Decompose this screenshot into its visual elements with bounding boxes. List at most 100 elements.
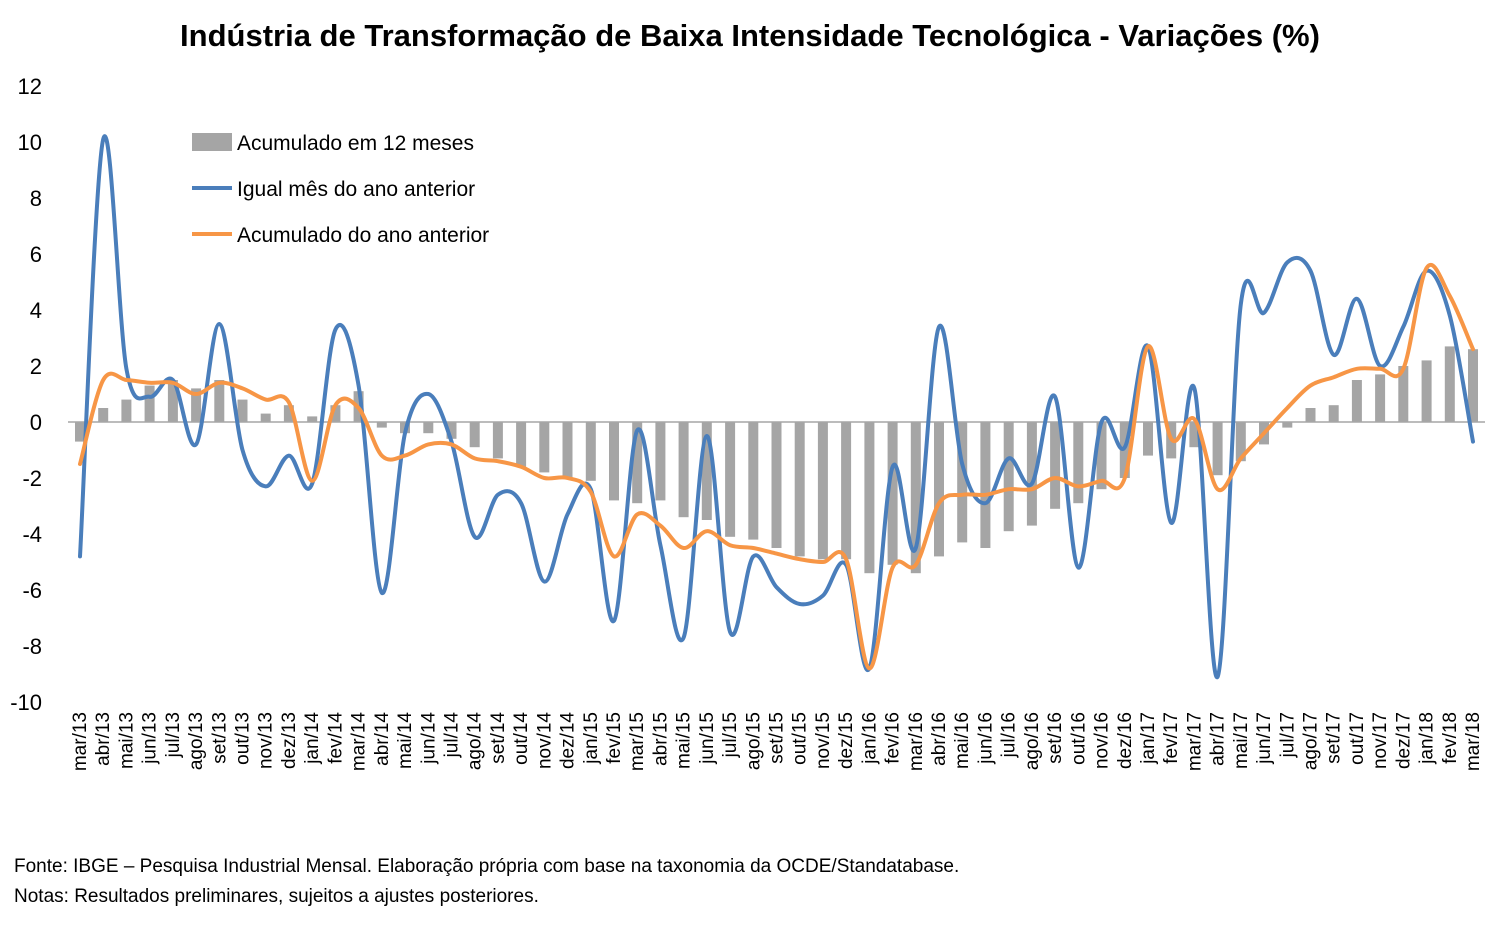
y-axis: 12 10 8 6 4 2 0 -2 -4 -6 -8 -10 [10, 74, 42, 715]
x-tick-label: out/14 [511, 712, 532, 765]
x-tick-label: dez/16 [1115, 712, 1136, 769]
x-tick-label: set/14 [488, 712, 509, 764]
y-tick-label: 10 [18, 130, 42, 155]
x-tick-label: nov/15 [813, 712, 834, 769]
bar [1235, 422, 1246, 462]
bar [75, 422, 85, 442]
legend-label-orange-line: Acumulado do ano anterior [237, 224, 489, 247]
y-tick-label: 6 [30, 242, 42, 267]
x-tick-label: jan/18 [1417, 712, 1438, 765]
bar [167, 380, 178, 422]
x-tick-label: mai/16 [952, 712, 973, 769]
x-tick-label: out/13 [233, 712, 254, 765]
x-tick-label: mar/14 [349, 712, 370, 772]
bar [1421, 360, 1432, 422]
x-tick-label: jun/15 [697, 712, 718, 765]
bar [1003, 422, 1014, 532]
x-tick-label: mar/16 [906, 712, 927, 771]
bar [376, 422, 387, 428]
x-tick-label: jan/17 [1138, 712, 1159, 765]
bar [1444, 346, 1455, 422]
bar [1375, 374, 1386, 422]
bar [771, 422, 782, 548]
bar [1073, 422, 1084, 504]
x-tick-label: fev/16 [883, 712, 904, 764]
bar [260, 413, 271, 422]
bar [516, 422, 527, 467]
x-tick-label: out/17 [1347, 712, 1368, 765]
bar [562, 422, 573, 478]
bar [98, 408, 109, 422]
x-tick-label: out/15 [790, 712, 811, 765]
y-tick-label: 12 [18, 74, 42, 99]
bar [1212, 422, 1223, 476]
x-tick-label: mai/17 [1231, 712, 1252, 769]
legend: Acumulado em 12 meses Igual mês do ano a… [192, 132, 489, 247]
x-tick-label: abr/14 [372, 712, 393, 766]
y-tick-label: -10 [10, 690, 42, 715]
x-tick-label: mai/13 [116, 712, 137, 769]
series-line-igual-mes [78, 134, 1475, 679]
bar [1096, 422, 1107, 490]
bar [794, 422, 805, 557]
x-tick-label: set/16 [1045, 712, 1066, 764]
x-tick-label: jul/16 [999, 712, 1020, 758]
bar [214, 380, 225, 422]
x-tick-label: ago/17 [1300, 712, 1321, 770]
x-tick-label: mar/17 [1184, 712, 1205, 771]
bar [678, 422, 689, 518]
x-tick-label: abr/13 [93, 712, 114, 766]
x-tick-label: jan/16 [859, 712, 880, 765]
bar [492, 422, 503, 459]
x-tick-label: fev/14 [325, 712, 346, 764]
x-tick-label: mai/15 [674, 712, 695, 769]
bar [121, 399, 132, 422]
bar-series [75, 346, 1478, 574]
bar [910, 422, 921, 574]
y-tick-label: 0 [30, 410, 42, 435]
x-tick-label: jan/15 [581, 712, 602, 765]
bar [585, 422, 596, 481]
x-tick-label: nov/13 [256, 712, 277, 769]
x-tick-label: mar/13 [70, 712, 91, 771]
notes-text: Notas: Resultados preliminares, sujeitos… [14, 886, 539, 907]
bar [1305, 408, 1316, 422]
x-tick-label: set/13 [209, 712, 230, 764]
y-tick-label: -6 [22, 578, 42, 603]
bar [957, 422, 968, 543]
x-tick-label: mar/18 [1463, 712, 1484, 771]
y-tick-label: 8 [30, 186, 42, 211]
bar [1026, 422, 1037, 526]
bar [1328, 405, 1339, 422]
x-axis: mar/13 abr/13 mai/13 jun/13 jul/13 ago/13 set/… [70, 712, 1484, 772]
x-tick-label: abr/15 [650, 712, 671, 766]
x-tick-label: jan/14 [302, 712, 323, 765]
legend-swatch-bar [192, 133, 232, 151]
bar [1143, 422, 1153, 456]
y-tick-label: -4 [22, 522, 42, 547]
x-tick-label: jun/17 [1254, 712, 1275, 765]
series-line-acumulado-ano [78, 263, 1475, 671]
bar [980, 422, 991, 548]
bar [1468, 349, 1478, 422]
x-tick-label: dez/15 [836, 712, 857, 769]
x-tick-label: set/17 [1324, 712, 1345, 764]
x-tick-label: ago/16 [1022, 712, 1043, 770]
source-note: Fonte: IBGE – Pesquisa Industrial Mensal… [14, 856, 960, 877]
bar [632, 422, 643, 504]
x-tick-label: jun/16 [975, 712, 996, 765]
y-tick-label: -8 [22, 634, 42, 659]
bar [446, 422, 457, 439]
x-tick-label: mai/14 [395, 712, 416, 769]
bar [469, 422, 480, 448]
x-tick-label: jun/13 [140, 712, 161, 765]
bar [817, 422, 828, 560]
bar [307, 416, 318, 422]
x-tick-label: ago/13 [186, 712, 207, 770]
legend-label-bar: Acumulado em 12 meses [237, 132, 474, 155]
bar [864, 422, 875, 574]
x-tick-label: jul/14 [441, 712, 462, 759]
bar [539, 422, 550, 473]
bar [423, 422, 434, 434]
